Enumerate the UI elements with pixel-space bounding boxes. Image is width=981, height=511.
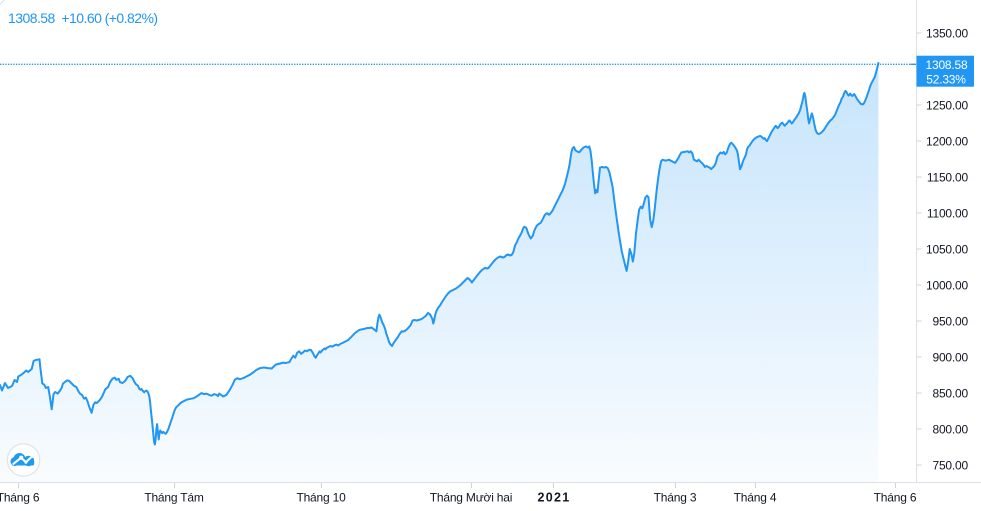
svg-text:52.33%: 52.33%: [926, 72, 966, 86]
svg-text:1000.00: 1000.00: [926, 278, 969, 292]
svg-text:Tháng Mười hai: Tháng Mười hai: [430, 491, 512, 505]
svg-text:Tháng 4: Tháng 4: [734, 491, 777, 505]
svg-text:1150.00: 1150.00: [927, 170, 969, 184]
svg-text:1308.58 +10.60 (+0.82%): 1308.58 +10.60 (+0.82%): [8, 10, 157, 26]
svg-text:1050.00: 1050.00: [926, 242, 969, 256]
svg-text:2021: 2021: [537, 491, 570, 505]
svg-text:900.00: 900.00: [932, 350, 968, 364]
svg-text:950.00: 950.00: [932, 314, 968, 328]
svg-text:1200.00: 1200.00: [926, 134, 969, 148]
svg-text:800.00: 800.00: [932, 422, 968, 436]
svg-text:850.00: 850.00: [932, 386, 968, 400]
svg-text:1250.00: 1250.00: [926, 98, 969, 112]
svg-text:1350.00: 1350.00: [926, 26, 969, 40]
svg-text:1100.00: 1100.00: [927, 206, 969, 220]
svg-text:Tháng 6: Tháng 6: [0, 491, 40, 505]
svg-text:750.00: 750.00: [932, 458, 968, 472]
svg-text:Tháng 3: Tháng 3: [654, 491, 697, 505]
svg-text:Tháng Tám: Tháng Tám: [144, 491, 204, 505]
svg-text:Tháng 6: Tháng 6: [874, 491, 917, 505]
svg-text:1308.58: 1308.58: [926, 58, 969, 72]
svg-text:Tháng 10: Tháng 10: [296, 491, 346, 505]
